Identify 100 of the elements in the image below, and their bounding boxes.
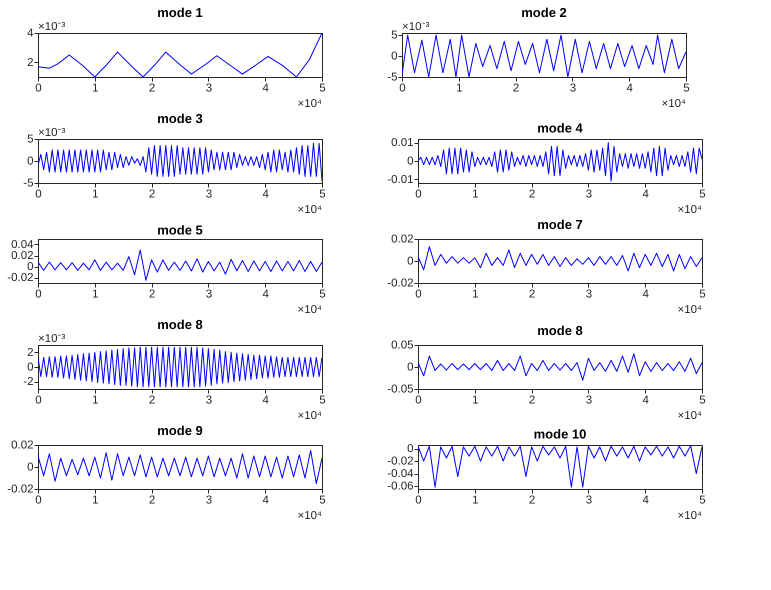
text: ×10⁴: [678, 410, 702, 422]
chart-title: mode 10: [534, 426, 586, 442]
y-tick-label: 0: [27, 261, 34, 273]
text: ×10⁴: [298, 204, 322, 216]
x-tick-label: 0: [415, 394, 422, 406]
y-tick-label: -0.05: [387, 384, 414, 396]
x-tick-label: 3: [586, 394, 592, 406]
x-tick-label: 4: [262, 394, 270, 406]
x-tick-label: 0: [415, 494, 422, 506]
line-series: [38, 346, 322, 388]
x-tick-label: 1: [472, 494, 479, 506]
x-tick-label: 3: [206, 494, 212, 506]
y-tick-label: -2: [23, 376, 34, 388]
annotation: ×10⁻³: [38, 333, 66, 345]
y-tick-label: -0.02: [387, 456, 414, 468]
text: ×10⁴: [678, 204, 702, 216]
line-series: [418, 353, 702, 381]
line-series: [38, 250, 322, 281]
x-tick-label: 4: [262, 494, 270, 506]
text: ×10⁴: [298, 98, 322, 110]
x-tick-label: 0: [35, 188, 42, 200]
y-tick-label: 0: [27, 156, 34, 168]
x-tick-label: 2: [528, 494, 536, 506]
x-tick-label: 5: [319, 82, 326, 94]
text: ×10⁴: [678, 304, 702, 316]
y-tick-label: 2: [27, 346, 34, 359]
x-tick-label: 1: [92, 188, 99, 200]
y-tick-label: 0.04: [11, 239, 34, 251]
y-tick-label: 5: [27, 134, 34, 146]
chart-title: mode 1: [157, 5, 203, 20]
text: ×10⁴: [298, 510, 322, 522]
x-tick-label: 3: [570, 82, 576, 94]
y-tick-label: 0: [407, 443, 414, 456]
x-tick-label: 1: [456, 82, 463, 94]
x-tick-label: 1: [92, 494, 99, 506]
chart-title: mode 3: [157, 111, 203, 126]
x-tick-label: 5: [319, 188, 326, 200]
y-tick-label: 4: [27, 28, 34, 40]
text: ×10⁴: [298, 304, 322, 316]
y-tick-label: -5: [23, 178, 34, 190]
x-tick-label: 1: [472, 288, 479, 300]
chart-title: mode 8: [157, 317, 203, 332]
chart-title: mode 7: [537, 217, 583, 232]
x-tick-label: 3: [586, 188, 592, 200]
x-tick-label: 5: [699, 394, 706, 406]
x-tick-label: 4: [262, 188, 270, 200]
y-tick-label: 0.01: [391, 137, 414, 150]
x-tick-label: 2: [148, 288, 156, 300]
x-tick-label: 3: [206, 188, 212, 200]
x-tick-label: 5: [319, 494, 326, 506]
x-tick-label: 0: [35, 494, 42, 506]
text: ×10⁴: [662, 98, 686, 110]
x-tick-label: 3: [206, 82, 212, 94]
x-tick-label: 0: [415, 188, 422, 200]
x-tick-label: 2: [528, 288, 536, 300]
x-tick-label: 5: [699, 494, 706, 506]
chart-title: mode 4: [537, 120, 584, 136]
line-series: [418, 142, 702, 182]
x-tick-label: 2: [148, 82, 156, 94]
x-tick-label: 5: [699, 188, 706, 200]
x-tick-label: 4: [642, 288, 650, 300]
x-tick-label: 0: [35, 82, 42, 94]
chart-title: mode 8: [537, 323, 583, 338]
text: ×10⁻³: [402, 21, 430, 33]
x-tick-label: 3: [586, 288, 592, 300]
x-tick-label: 2: [148, 188, 156, 200]
x-tick-label: 1: [92, 288, 99, 300]
x-tick-label: 1: [472, 394, 479, 406]
line-series: [418, 246, 702, 272]
x-tick-label: 4: [642, 394, 650, 406]
y-tick-label: 0: [407, 156, 414, 168]
y-tick-label: -5: [387, 72, 398, 84]
y-tick-label: 0.02: [11, 440, 34, 452]
x-tick-label: 5: [319, 394, 326, 406]
y-tick-label: -0.01: [387, 174, 414, 186]
y-tick-label: 0.05: [391, 340, 414, 352]
x-tick-label: 4: [626, 82, 634, 94]
text: ×10⁻³: [38, 127, 66, 139]
y-tick-label: 0: [391, 50, 398, 63]
y-tick-label: -0.04: [387, 468, 414, 480]
x-tick-label: 1: [472, 188, 479, 200]
y-tick-label: 0.02: [11, 250, 34, 262]
y-tick-label: 0: [27, 362, 34, 374]
x-tick-label: 3: [206, 288, 212, 300]
x-tick-label: 4: [642, 188, 650, 200]
x-tick-label: 2: [148, 494, 156, 506]
x-tick-label: 0: [35, 288, 42, 300]
x-tick-label: 4: [262, 288, 270, 300]
y-tick-label: -0.06: [387, 480, 414, 492]
y-tick-label: 0: [27, 462, 34, 474]
x-tick-label: 3: [206, 394, 212, 406]
line-series: [38, 450, 322, 484]
x-tick-label: 2: [528, 394, 536, 406]
text: ×10⁴: [678, 510, 702, 522]
x-tick-label: 2: [528, 188, 536, 200]
x-tick-label: 5: [319, 288, 326, 300]
x-tick-label: 5: [683, 82, 690, 94]
y-tick-label: 2: [27, 56, 34, 69]
x-tick-label: 4: [642, 494, 650, 506]
chart-title: mode 9: [157, 423, 203, 438]
